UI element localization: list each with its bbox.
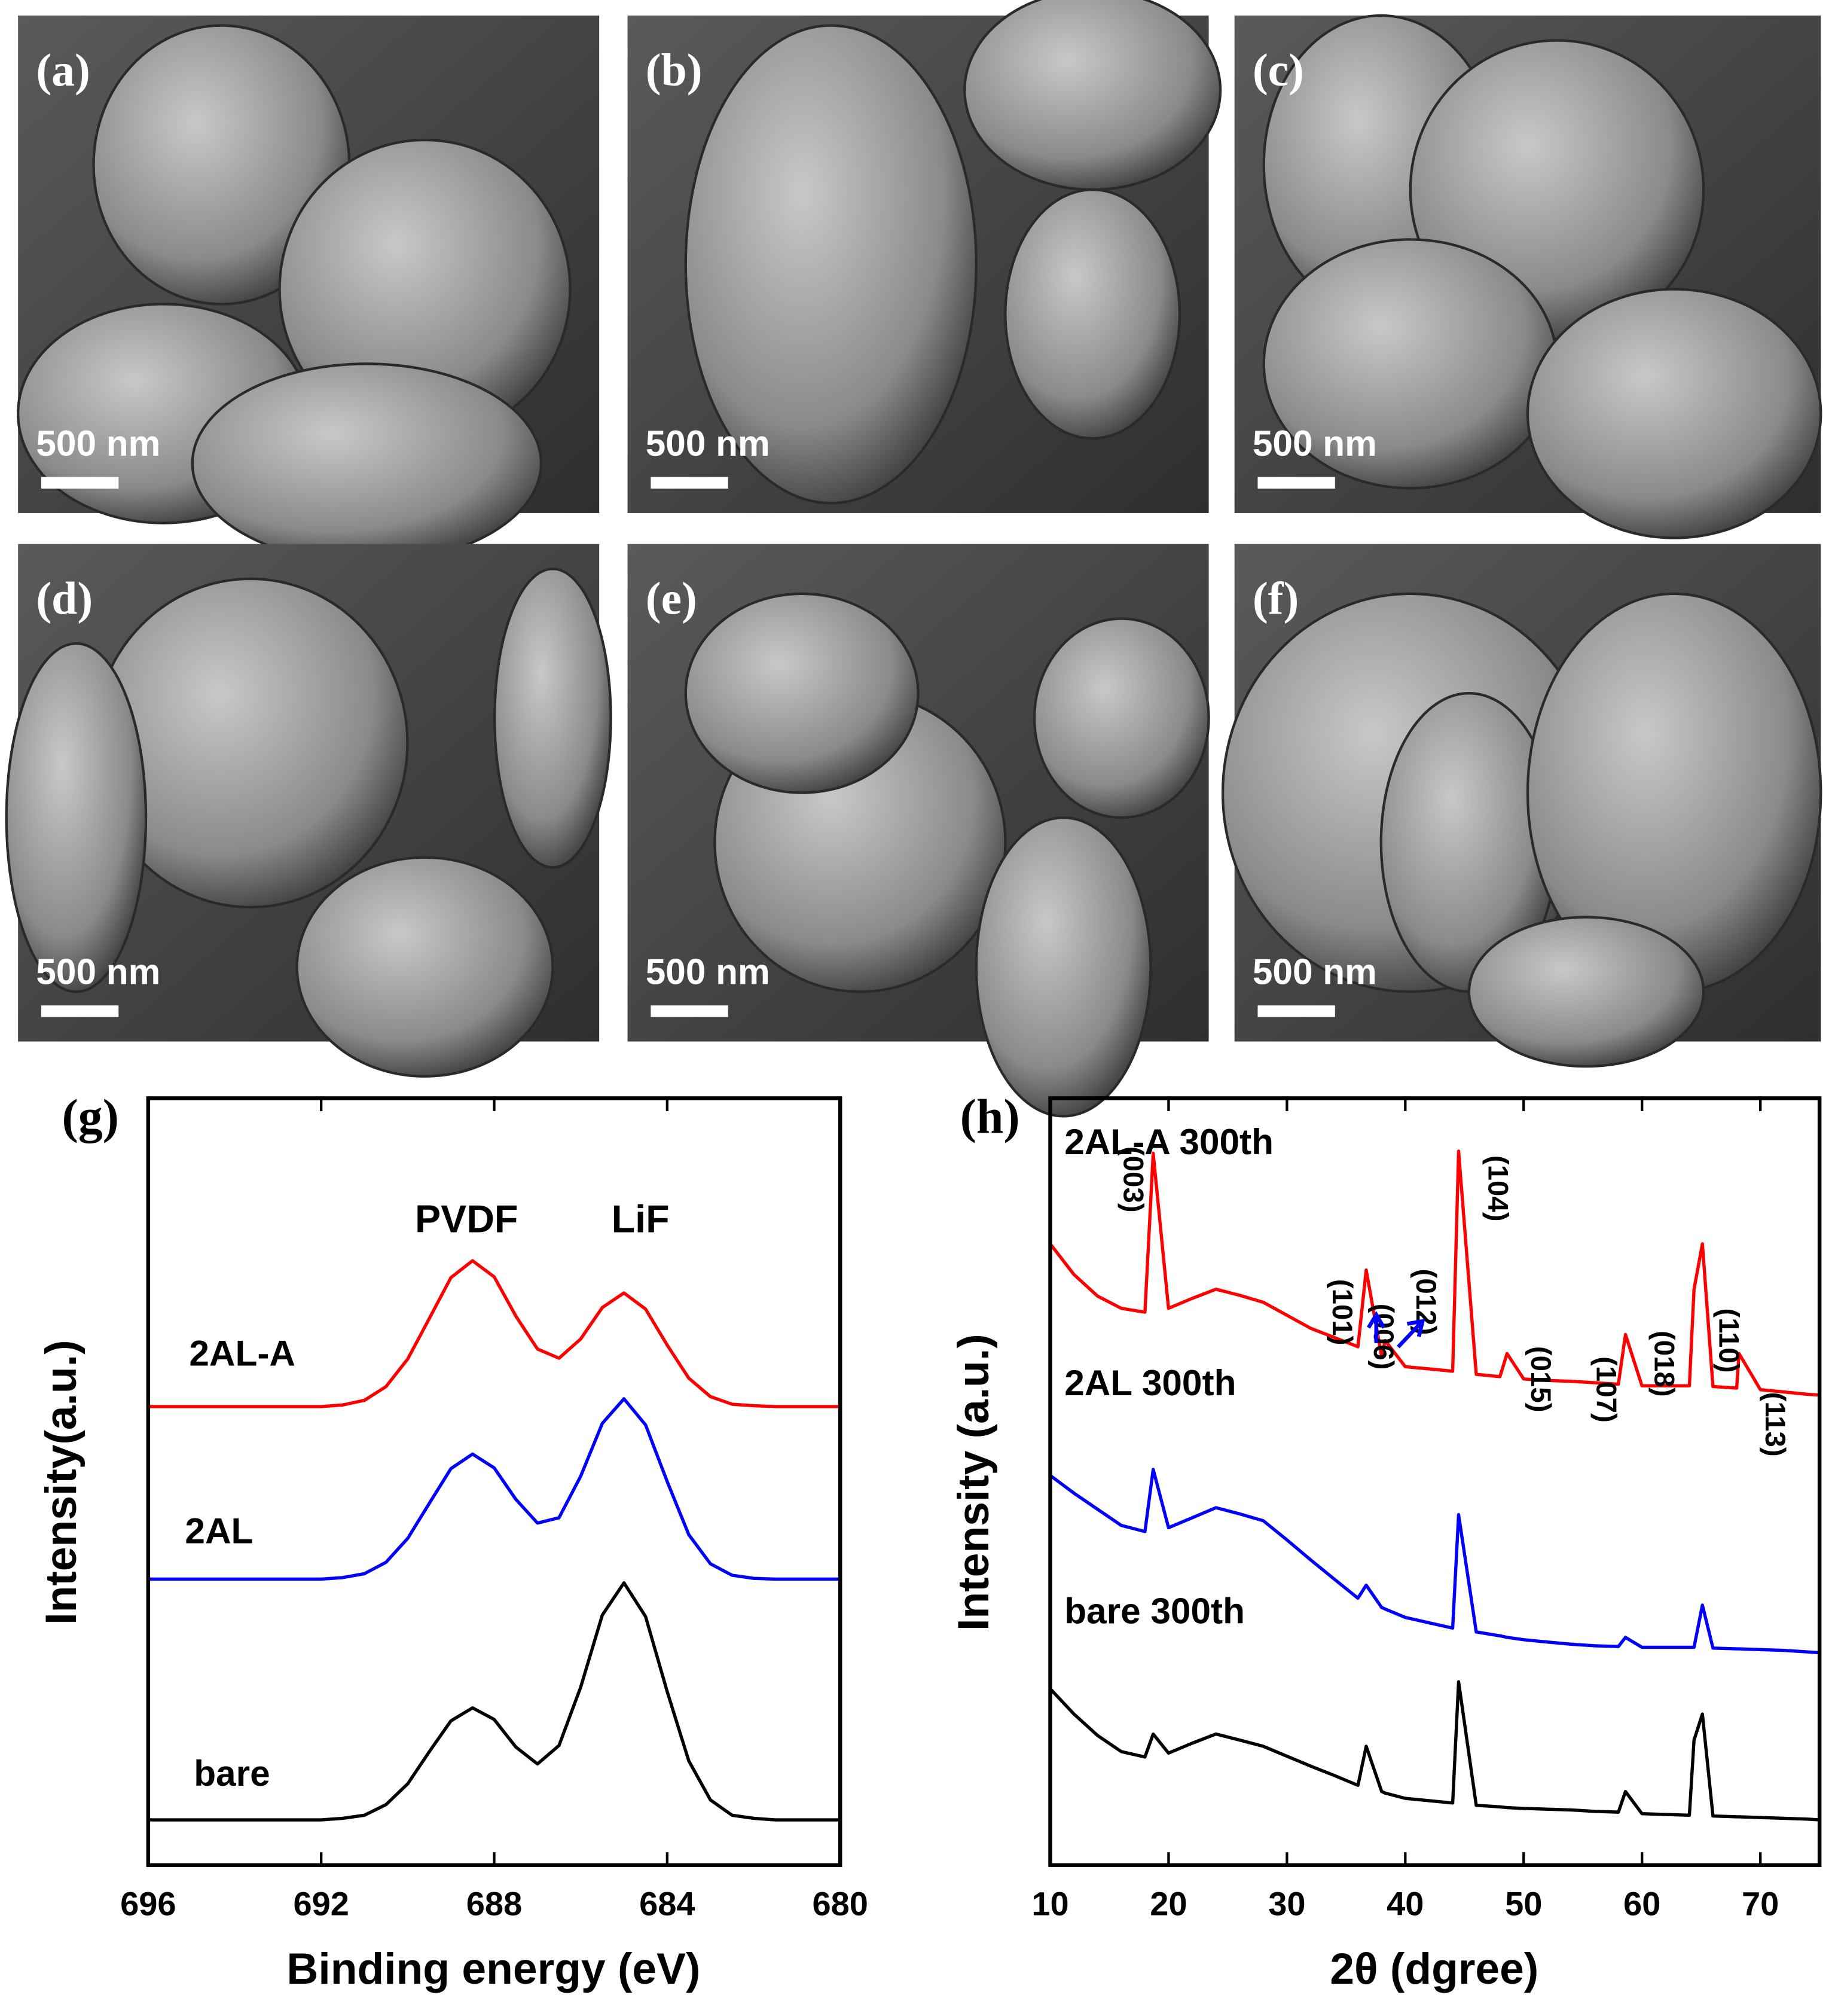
grain bbox=[975, 816, 1152, 1118]
grain bbox=[191, 362, 543, 565]
scale-bar-label: 500 nm bbox=[36, 951, 160, 992]
y-axis-label: Intensity(a.u.) bbox=[36, 1340, 86, 1624]
series-label: 2AL 300th bbox=[1064, 1362, 1236, 1403]
panel-label: (e) bbox=[646, 573, 697, 624]
scale-bar-label: 500 nm bbox=[36, 423, 160, 463]
x-tick-label: 50 bbox=[1505, 1884, 1542, 1922]
grain bbox=[684, 24, 978, 505]
panel-label: (f) bbox=[1253, 573, 1299, 624]
series-line bbox=[1049, 1680, 1820, 1822]
annotation: (110) bbox=[1712, 1309, 1744, 1373]
panel-label: (h) bbox=[960, 1089, 1020, 1143]
grain bbox=[1526, 288, 1822, 539]
plot-frame bbox=[1048, 1096, 1822, 1867]
grain bbox=[684, 592, 920, 794]
grain bbox=[5, 642, 148, 993]
grain bbox=[493, 568, 612, 869]
scale-bar-label: 500 nm bbox=[646, 423, 770, 463]
panel-label: (b) bbox=[646, 44, 703, 96]
grain bbox=[1004, 188, 1181, 440]
scale-bar-label: 500 nm bbox=[1253, 951, 1377, 992]
series-line bbox=[148, 1397, 841, 1581]
scale-bar bbox=[651, 477, 728, 489]
x-axis-label: 2θ (dgree) bbox=[1330, 1944, 1538, 1993]
scale-bar bbox=[1257, 477, 1335, 489]
scale-bar bbox=[41, 1005, 119, 1017]
arrow bbox=[1367, 1311, 1386, 1343]
x-tick-label: 40 bbox=[1387, 1884, 1424, 1922]
series-label: bare 300th bbox=[1064, 1590, 1245, 1631]
series-line bbox=[1049, 1468, 1820, 1655]
scale-bar-label: 500 nm bbox=[646, 951, 770, 992]
series-label: 2AL-A 300th bbox=[1064, 1121, 1274, 1162]
x-tick-label: 684 bbox=[639, 1884, 695, 1922]
series-line bbox=[148, 1259, 841, 1408]
annotation: PVDF bbox=[415, 1197, 518, 1240]
panel-label: (a) bbox=[36, 44, 90, 96]
annotation: (015) bbox=[1525, 1346, 1556, 1413]
x-tick-label: 60 bbox=[1623, 1884, 1660, 1922]
grain bbox=[295, 856, 554, 1078]
series-line bbox=[1049, 1149, 1820, 1397]
annotation: (006) bbox=[1367, 1304, 1399, 1370]
x-tick-label: 70 bbox=[1742, 1884, 1779, 1922]
y-axis-label: Intensity (a.u.) bbox=[949, 1334, 998, 1631]
annotation: (113) bbox=[1759, 1392, 1791, 1457]
x-axis-label: Binding energy (eV) bbox=[286, 1944, 700, 1993]
panel-label: (g) bbox=[62, 1089, 118, 1143]
x-tick-label: 696 bbox=[120, 1884, 176, 1922]
x-tick-label: 20 bbox=[1150, 1884, 1187, 1922]
series-line bbox=[148, 1581, 841, 1822]
x-tick-label: 10 bbox=[1031, 1884, 1068, 1922]
series-label: bare bbox=[194, 1753, 270, 1794]
series-label: 2AL bbox=[185, 1511, 253, 1551]
annotation: (107) bbox=[1590, 1356, 1622, 1423]
annotation: LiF bbox=[612, 1197, 670, 1240]
x-tick-label: 692 bbox=[293, 1884, 349, 1922]
annotation: (101) bbox=[1326, 1279, 1358, 1346]
x-tick-label: 30 bbox=[1268, 1884, 1305, 1922]
annotation: (018) bbox=[1648, 1331, 1680, 1397]
grain bbox=[1033, 617, 1210, 819]
annotation: (012) bbox=[1410, 1269, 1442, 1335]
scale-bar bbox=[41, 477, 119, 489]
annotation: (104) bbox=[1482, 1155, 1514, 1222]
scale-bar bbox=[1257, 1005, 1335, 1017]
plot-frame bbox=[146, 1096, 842, 1867]
panel-label: (d) bbox=[36, 573, 93, 624]
panel-label: (c) bbox=[1253, 44, 1304, 96]
annotation: (003) bbox=[1118, 1146, 1149, 1213]
grain bbox=[1467, 916, 1705, 1068]
x-tick-label: 688 bbox=[466, 1884, 522, 1922]
grain bbox=[963, 0, 1222, 191]
scale-bar-label: 500 nm bbox=[1253, 423, 1377, 463]
arrow bbox=[1397, 1319, 1425, 1349]
series-label: 2AL-A bbox=[189, 1332, 295, 1373]
x-tick-label: 680 bbox=[812, 1884, 868, 1922]
scale-bar bbox=[651, 1005, 728, 1017]
